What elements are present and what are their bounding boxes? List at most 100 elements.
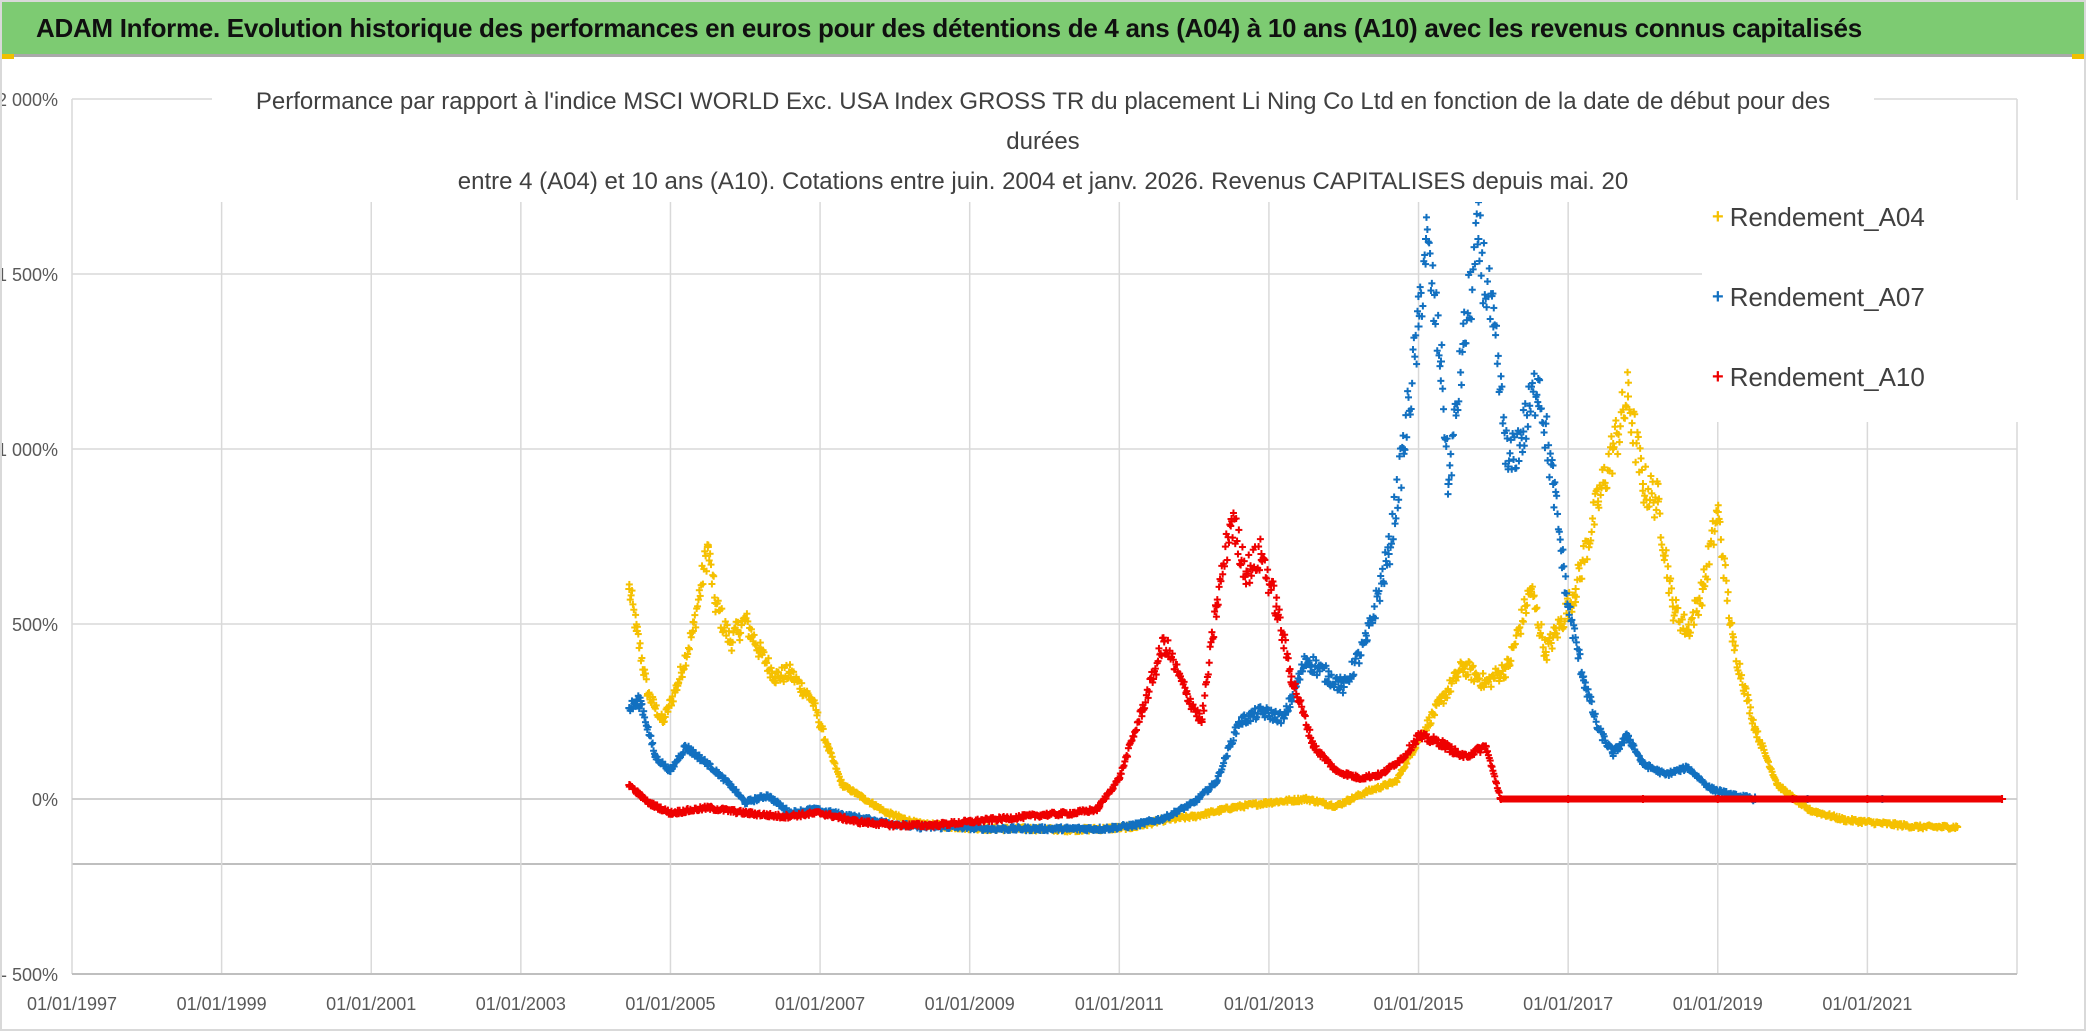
scatter-point-a04 <box>1427 719 1435 727</box>
scatter-point-a04 <box>1520 595 1528 603</box>
report-banner: ADAM Informe. Evolution historique des p… <box>2 2 2084 57</box>
scatter-point-a04 <box>1580 542 1588 550</box>
scatter-point-a04 <box>1587 536 1595 544</box>
scatter-point-a04 <box>1431 711 1439 719</box>
scatter-point-a04 <box>1612 416 1620 424</box>
scatter-point-a04 <box>694 596 702 604</box>
scatter-point-a07 <box>1483 303 1491 311</box>
scatter-point-a04 <box>690 618 698 626</box>
scatter-point-a04 <box>1638 480 1647 488</box>
scatter-point-a07 <box>1546 450 1554 458</box>
scatter-point-a04 <box>1632 458 1640 466</box>
scatter-point-a04 <box>725 627 733 635</box>
scatter-point-a04 <box>1742 685 1750 693</box>
scatter-point-a04 <box>1624 368 1632 376</box>
scatter-point-a07 <box>1477 272 1485 280</box>
scatter-point-a04 <box>1665 589 1673 597</box>
scatter-point-a04 <box>1589 515 1597 523</box>
x-tick-label: 01/01/1997 <box>27 994 117 1014</box>
banner-corner-left <box>2 54 14 59</box>
scatter-point-a07 <box>1393 476 1401 484</box>
x-tick-label: 01/01/2015 <box>1373 994 1463 1014</box>
scatter-point-a04 <box>1707 537 1715 545</box>
scatter-point-a04 <box>1628 419 1636 427</box>
scatter-point-a04 <box>703 567 711 575</box>
scatter-point-a04 <box>1642 463 1650 471</box>
scatter-point-a07 <box>1422 213 1430 221</box>
chart-title-line-3: entre 4 (A04) et 10 ans (A10). Cotations… <box>457 168 1629 195</box>
legend-marker-a07: + <box>1712 286 1724 308</box>
y-tick-label: 1 500% <box>2 265 58 285</box>
scatter-point-a04 <box>723 621 731 629</box>
scatter-point-a04 <box>780 678 788 686</box>
scatter-point-a04 <box>1511 640 1519 648</box>
y-tick-label: - 500% <box>2 965 58 985</box>
scatter-point-a07 <box>1409 346 1417 354</box>
scatter-point-a07 <box>1499 419 1507 427</box>
scatter-point-a07 <box>1444 480 1453 488</box>
scatter-point-a07 <box>1522 435 1530 443</box>
scatter-point-a07 <box>1527 408 1535 416</box>
scatter-point-a04 <box>1667 575 1675 583</box>
scatter-point-a04 <box>1668 584 1676 592</box>
scatter-point-a07 <box>1545 473 1553 481</box>
scatter-point-a04 <box>1644 485 1652 493</box>
scatter-point-a07 <box>1497 372 1505 380</box>
scatter-point-a07 <box>649 739 657 747</box>
scatter-point-a04 <box>737 629 745 637</box>
scatter-point-a04 <box>652 701 660 709</box>
scatter-point-a04 <box>1615 430 1623 438</box>
scatter-point-a04 <box>1588 528 1596 536</box>
scatter-point-a04 <box>1633 439 1641 447</box>
scatter-point-a04 <box>1749 716 1757 724</box>
scatter-point-a07 <box>1440 405 1448 413</box>
scatter-point-a04 <box>1693 607 1701 615</box>
scatter-point-a04 <box>1657 533 1665 541</box>
scatter-point-a04 <box>1705 560 1713 568</box>
scatter-point-a04 <box>1664 562 1672 570</box>
scatter-point-a04 <box>630 606 638 614</box>
scatter-point-a07 <box>1411 353 1419 361</box>
x-tick-label: 01/01/2009 <box>925 994 1015 1014</box>
scatter-point-a04 <box>1672 596 1680 604</box>
scatter-point-a10 <box>1238 543 1246 551</box>
scatter-point-a04 <box>1499 667 1507 675</box>
scatter-point-a04 <box>1641 492 1649 500</box>
scatter-point-a04 <box>1721 561 1729 569</box>
scatter-point-a04 <box>1624 392 1632 401</box>
x-tick-label: 01/01/2021 <box>1822 994 1912 1014</box>
scatter-point-a04 <box>661 713 669 721</box>
scatter-point-a07 <box>1474 235 1483 243</box>
scatter-point-a04 <box>733 626 741 634</box>
scatter-point-a04 <box>682 662 690 670</box>
scatter-point-a07 <box>1531 411 1539 419</box>
scatter-point-a04 <box>1464 671 1472 679</box>
scatter-point-a07 <box>1534 375 1543 383</box>
x-tick-label: 01/01/2017 <box>1523 994 1613 1014</box>
scatter-point-a04 <box>710 572 718 580</box>
scatter-point-a04 <box>1607 432 1615 440</box>
scatter-point-a04 <box>1694 611 1702 619</box>
chart-tick-labels: - 500%0%500%1 000%1 500%2 000%01/01/1997… <box>2 90 1912 1014</box>
scatter-point-a04 <box>1689 608 1697 616</box>
scatter-point-a04 <box>1479 669 1487 677</box>
x-tick-label: 01/01/2007 <box>775 994 865 1014</box>
scatter-point-a07 <box>1485 264 1493 272</box>
scatter-point-a04 <box>706 550 714 558</box>
scatter-point-a04 <box>702 552 710 560</box>
scatter-point-a04 <box>691 611 699 619</box>
scatter-point-a07 <box>1523 411 1531 419</box>
scatter-point-a04 <box>707 561 715 569</box>
legend-item-a10: + Rendement_A10 <box>1712 362 1925 393</box>
scatter-point-a04 <box>1646 496 1654 504</box>
scatter-point-a04 <box>1627 428 1635 436</box>
scatter-point-a04 <box>658 710 666 718</box>
scatter-point-a07 <box>1549 480 1558 488</box>
scatter-point-a04 <box>1425 713 1433 721</box>
scatter-point-a04 <box>1634 433 1642 441</box>
legend-item-a07: + Rendement_A07 <box>1712 282 1925 313</box>
scatter-point-a10 <box>1273 594 1281 602</box>
scatter-point-a04 <box>1501 673 1509 681</box>
scatter-point-a07 <box>1572 638 1580 646</box>
scatter-point-a10 <box>1256 535 1264 543</box>
